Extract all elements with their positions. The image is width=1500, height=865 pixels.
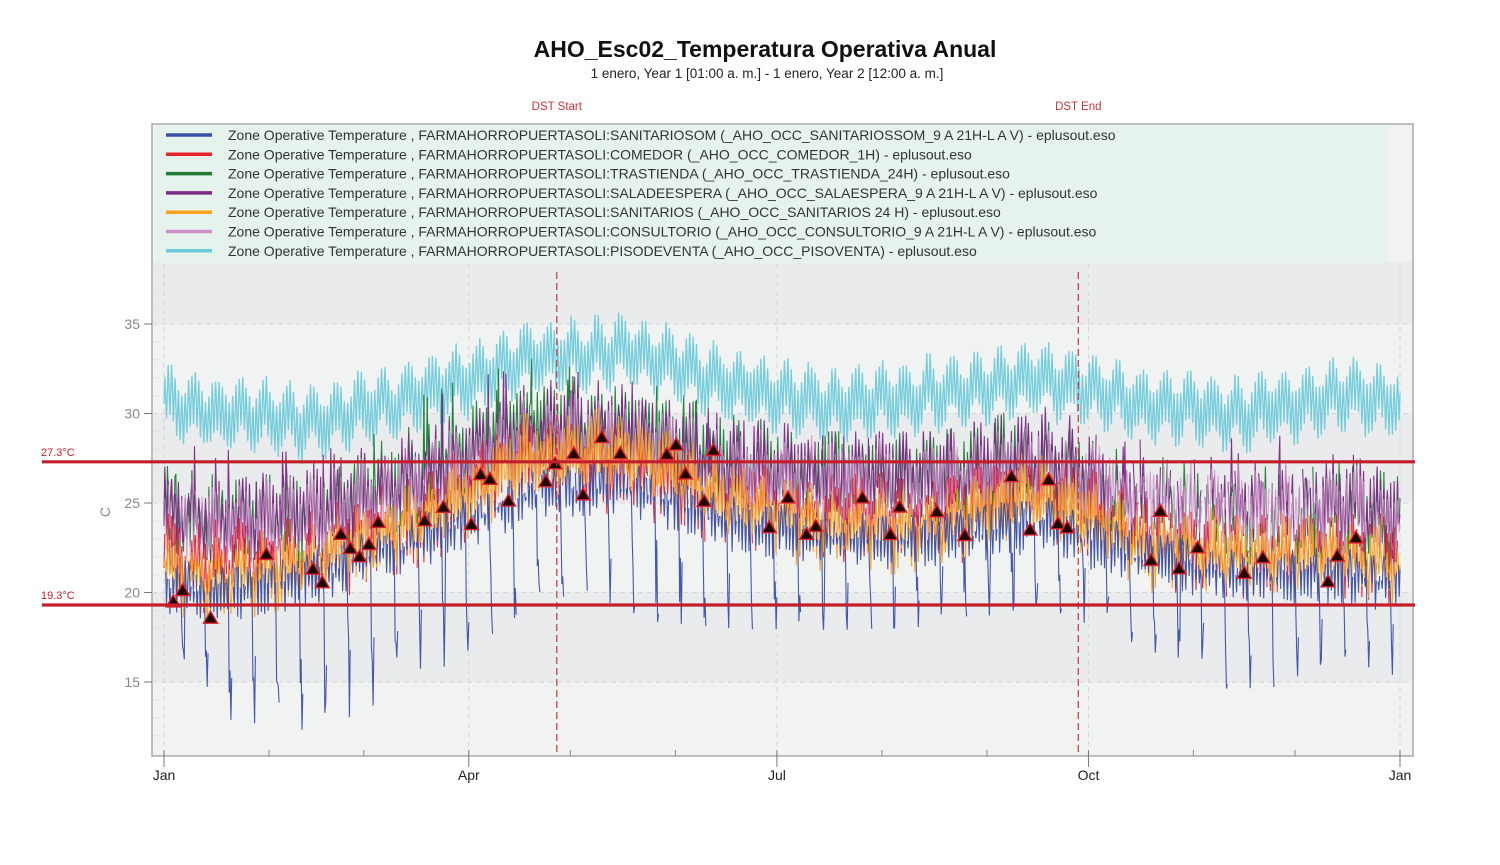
series-line-7 [163, 312, 1401, 465]
threshold-marker [202, 609, 219, 624]
dst-label: DST End [1055, 101, 1101, 113]
threshold-marker [342, 540, 359, 555]
threshold-marker [677, 465, 694, 480]
threshold-marker [1049, 515, 1067, 530]
threshold-marker [351, 548, 368, 563]
threshold-marker [332, 525, 350, 540]
marker-layer [165, 429, 1365, 624]
chart-subtitle: 1 enero, Year 1 [01:00 a. m.] - 1 enero,… [590, 66, 944, 81]
threshold-marker [695, 492, 713, 507]
threshold-marker [667, 436, 685, 451]
threshold-marker [1319, 573, 1337, 588]
threshold-marker [304, 560, 322, 575]
y-tick-label: 20 [124, 585, 140, 601]
x-tick-label: Apr [458, 767, 480, 783]
threshold-marker [1059, 519, 1076, 534]
legend-box [156, 126, 1387, 263]
threshold-marker [882, 526, 899, 541]
threshold-marker [928, 503, 946, 518]
threshold-label: 27.3°C [41, 447, 75, 459]
x-tick-label: Jan [1389, 767, 1412, 783]
threshold-marker [416, 512, 433, 527]
threshold-marker [1170, 560, 1188, 575]
series-line-6 [164, 393, 1401, 572]
threshold-label: 19.3°C [41, 590, 75, 602]
threshold-marker [435, 498, 452, 514]
threshold-marker [761, 519, 778, 534]
x-tick-label: Jan [153, 767, 176, 783]
threshold-marker [779, 489, 797, 504]
threshold-marker [1329, 547, 1346, 562]
threshold-marker [360, 536, 378, 551]
threshold-marker [574, 486, 592, 501]
threshold-marker [1236, 564, 1253, 580]
y-axis-label: C [97, 507, 113, 517]
x-tick-label: Oct [1078, 767, 1100, 783]
threshold-marker [537, 473, 555, 488]
threshold-marker [463, 516, 480, 531]
legend-entry: Zone Operative Temperature , FARMAHORROP… [228, 243, 977, 259]
legend-entry: Zone Operative Temperature , FARMAHORROP… [228, 146, 972, 162]
y-tick-label: 30 [124, 406, 140, 422]
legend-entry: Zone Operative Temperature , FARMAHORROP… [228, 204, 1001, 220]
y-tick-label: 35 [124, 316, 140, 332]
threshold-marker [854, 489, 871, 504]
threshold-marker [174, 582, 191, 597]
legend-entry: Zone Operative Temperature , FARMAHORROP… [228, 185, 1098, 201]
threshold-marker [705, 441, 722, 457]
threshold-marker [807, 518, 825, 533]
threshold-marker [1189, 539, 1206, 554]
threshold-marker [612, 445, 629, 460]
threshold-marker [1021, 521, 1039, 536]
annotation-layer: DST Start DST End 27.3°C 19.3°C [41, 101, 1415, 756]
y-tick-label: 15 [124, 674, 140, 690]
legend: Zone Operative Temperature , FARMAHORROP… [156, 126, 1387, 263]
threshold-marker [481, 470, 499, 486]
threshold-marker [1142, 552, 1160, 567]
x-tick-label: Jul [768, 767, 786, 783]
threshold-marker [956, 527, 974, 542]
axes: 15 20 25 30 35 C Jan Apr Jul Oct Jan [97, 316, 1411, 783]
y-tick-label: 25 [124, 495, 140, 511]
chart-title: AHO_Esc02_Temperatura Operativa Anual [533, 36, 997, 62]
threshold-marker [500, 492, 517, 507]
threshold-marker [258, 545, 275, 561]
legend-entry: Zone Operative Temperature , FARMAHORROP… [228, 166, 1010, 182]
legend-entry: Zone Operative Temperature , FARMAHORROP… [228, 224, 1097, 240]
threshold-marker [1254, 549, 1272, 564]
threshold-marker [658, 446, 676, 461]
threshold-marker [1152, 502, 1169, 518]
threshold-marker [472, 466, 489, 481]
threshold-marker [1040, 471, 1057, 486]
threshold-marker [593, 429, 610, 444]
dst-label: DST Start [532, 101, 583, 113]
series-layer [163, 312, 1401, 730]
threshold-marker [798, 525, 815, 541]
threshold-marker [314, 574, 331, 589]
threshold-marker [891, 498, 908, 513]
threshold-marker [565, 445, 582, 460]
legend-entry: Zone Operative Temperature , FARMAHORROP… [228, 127, 1116, 143]
threshold-marker [1003, 468, 1020, 483]
threshold-marker [1347, 529, 1365, 544]
threshold-marker [369, 514, 387, 529]
plot-band [153, 262, 1412, 324]
